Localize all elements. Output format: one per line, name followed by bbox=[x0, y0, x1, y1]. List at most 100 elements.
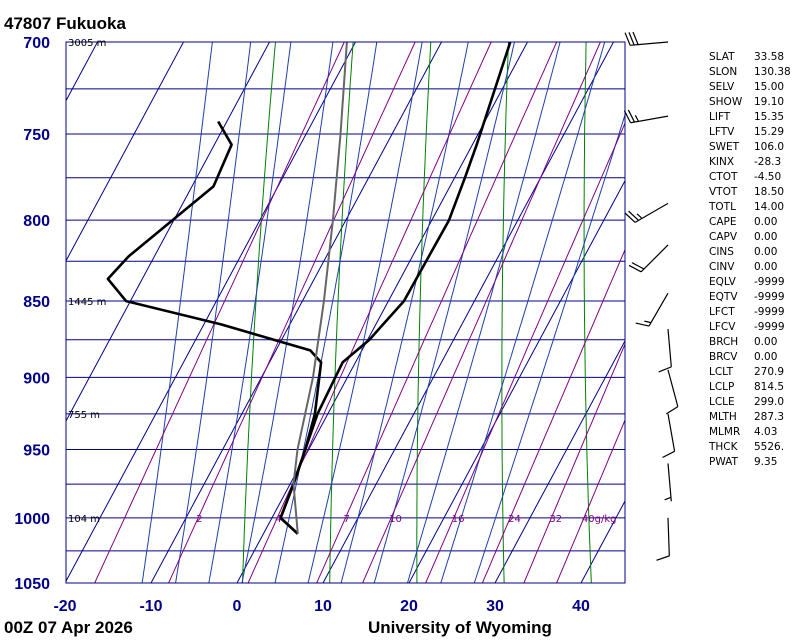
isobar-grid bbox=[66, 41, 625, 584]
wind-barb bbox=[662, 413, 676, 459]
wind-barb-feather bbox=[624, 212, 636, 223]
source-label: University of Wyoming bbox=[368, 618, 552, 637]
isotherm-line bbox=[0, 23, 22, 596]
temperature-axis: -20 -10 0 10 20 30 40 bbox=[53, 598, 590, 615]
wind-barb-feather bbox=[627, 109, 636, 123]
pressure-tick-label: 800 bbox=[23, 213, 50, 230]
index-key: LFTV bbox=[709, 126, 735, 138]
index-row-lfcv: LFCV -9999 bbox=[709, 320, 800, 335]
wind-barb-staff bbox=[630, 115, 669, 124]
pressure-tick-label: 850 bbox=[23, 294, 50, 311]
index-row-brcv: BRCV 0.00 bbox=[709, 350, 800, 365]
height-labels: 3005 m 1445 m 755 m 104 m bbox=[68, 38, 106, 525]
wind-barb bbox=[665, 369, 679, 415]
dry-adiabat-line bbox=[416, 42, 432, 583]
wind-barb-staff bbox=[667, 328, 672, 367]
sounding-profiles bbox=[106, 42, 512, 535]
index-row-show: SHOW 19.10 bbox=[709, 95, 800, 110]
temperature-tick-label: -10 bbox=[139, 598, 162, 615]
index-key: THCK bbox=[709, 441, 738, 453]
isotherm-line bbox=[66, 42, 99, 102]
index-row-lclt: LCLT 270.9 bbox=[709, 365, 800, 380]
index-row-slon: SLON 130.38 bbox=[709, 65, 800, 80]
moist-adiabat-line bbox=[174, 42, 252, 583]
index-value: 0.00 bbox=[754, 231, 778, 243]
mixing-ratio-grid bbox=[94, 42, 625, 583]
mixing-ratio-line bbox=[425, 122, 625, 583]
moist-adiabat-line bbox=[440, 42, 606, 583]
mixing-ratio-label: 10 bbox=[389, 514, 402, 525]
height-label: 3005 m bbox=[68, 38, 106, 49]
index-key: LIFT bbox=[709, 111, 731, 123]
moist-adiabat-line bbox=[340, 42, 469, 583]
mixing-ratio-labels: 2 4 7 10 16 24 32 40g/kg bbox=[196, 514, 616, 525]
temperature-tick-label: 30 bbox=[486, 598, 504, 615]
wind-barb bbox=[628, 244, 669, 273]
wind-barb-staff bbox=[630, 41, 669, 46]
mixing-ratio-label: 7 bbox=[343, 514, 349, 525]
moist-adiabat-line bbox=[373, 42, 516, 583]
index-key: CAPV bbox=[709, 231, 738, 243]
plot-frame bbox=[65, 41, 626, 584]
wind-barbs bbox=[623, 31, 679, 561]
isotherm-line bbox=[494, 339, 625, 583]
wind-barb bbox=[658, 328, 672, 373]
index-key: BRCV bbox=[709, 351, 738, 363]
index-row-totl: TOTL 14.00 bbox=[709, 200, 800, 215]
wind-barb-feather bbox=[628, 210, 639, 221]
index-value: 0.00 bbox=[754, 246, 778, 258]
mixing-ratio-label: 32 bbox=[549, 514, 562, 525]
wind-barb-half-feather bbox=[644, 320, 652, 324]
isotherm-line bbox=[66, 42, 185, 262]
dry-adiabat-grid bbox=[241, 42, 592, 583]
mixing-ratio-line bbox=[94, 42, 345, 583]
index-key: LCLT bbox=[709, 366, 733, 378]
wind-barb-feather bbox=[624, 32, 631, 46]
index-key: LCLP bbox=[709, 381, 735, 393]
index-value: 18.50 bbox=[754, 186, 785, 198]
index-value: 4.03 bbox=[754, 426, 778, 438]
index-row-cape: CAPE 0.00 bbox=[709, 215, 800, 230]
pressure-axis: 700 750 800 850 900 950 1000 1050 bbox=[14, 35, 50, 593]
mixing-ratio-line bbox=[523, 342, 625, 583]
temperature-tick-label: 40 bbox=[572, 598, 590, 615]
height-label: 755 m bbox=[68, 410, 100, 421]
wind-barb-feather bbox=[632, 31, 639, 45]
index-value: -9999 bbox=[754, 276, 785, 288]
wind-barb-feather bbox=[635, 322, 650, 327]
index-key: EQLV bbox=[709, 276, 736, 288]
isotherm-line bbox=[408, 179, 625, 583]
parcel-profile bbox=[292, 42, 348, 534]
index-row-lfct: LFCT -9999 bbox=[709, 305, 800, 320]
wind-barb-staff bbox=[667, 517, 670, 556]
index-key: LFCT bbox=[709, 306, 735, 318]
pressure-tick-label: 750 bbox=[23, 127, 50, 144]
moist-adiabat-line bbox=[307, 42, 423, 583]
index-value: 299.0 bbox=[754, 396, 785, 408]
index-key: VTOT bbox=[709, 186, 738, 198]
index-key: EQTV bbox=[709, 291, 738, 303]
wind-barb-feather bbox=[623, 110, 632, 124]
pressure-tick-label: 1000 bbox=[14, 511, 50, 528]
index-value: -9999 bbox=[754, 306, 785, 318]
moist-adiabat-line bbox=[406, 42, 561, 583]
wind-barb bbox=[624, 31, 669, 46]
moist-adiabat-line bbox=[141, 42, 213, 583]
index-key: CAPE bbox=[709, 216, 737, 228]
wind-barb-half-feather bbox=[664, 496, 672, 501]
index-row-eqtv: EQTV -9999 bbox=[709, 290, 800, 305]
index-row-capv: CAPV 0.00 bbox=[709, 230, 800, 245]
pressure-tick-label: 900 bbox=[23, 370, 50, 387]
index-key: CINV bbox=[709, 261, 735, 273]
height-label: 104 m bbox=[68, 514, 100, 525]
index-row-ctot: CTOT -4.50 bbox=[709, 170, 800, 185]
index-key: MLTH bbox=[709, 411, 737, 423]
index-value: -28.3 bbox=[754, 156, 782, 168]
index-value: 0.00 bbox=[754, 336, 778, 348]
index-value: 0.00 bbox=[754, 261, 778, 273]
index-row-cins: CINS 0.00 bbox=[709, 245, 800, 260]
index-key: SHOW bbox=[709, 96, 743, 108]
mixing-ratio-label: 4 bbox=[275, 514, 281, 525]
wind-barb-staff bbox=[640, 244, 669, 273]
